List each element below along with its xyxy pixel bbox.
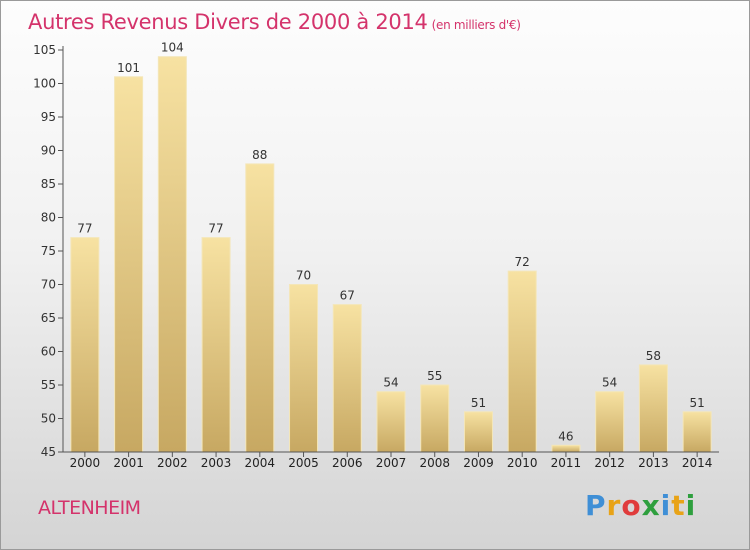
x-tick-label: 2006	[332, 456, 363, 470]
bar-2009	[463, 411, 493, 453]
data-label: 51	[689, 396, 704, 410]
x-tick-label: 2003	[201, 456, 232, 470]
logo-letter: t	[671, 489, 686, 522]
x-tick-label: 2002	[157, 456, 188, 470]
data-label: 51	[471, 396, 486, 410]
logo-letter: o	[621, 489, 642, 522]
title-unit: (en milliers d'€)	[431, 18, 521, 32]
y-tick-label: 85	[41, 177, 56, 191]
data-label: 101	[117, 61, 140, 75]
bar-2005	[289, 284, 319, 453]
x-tick-label: 2000	[70, 456, 101, 470]
y-tick-label: 45	[41, 445, 56, 459]
y-tick-label: 55	[41, 378, 56, 392]
x-tick-label: 2005	[288, 456, 319, 470]
y-axis: 45 50 55 60 65 70 75 80 85 90 95 100 105	[33, 43, 64, 459]
bar-2013	[638, 364, 668, 453]
x-axis: 2000 2001 2002 2003 2004 2005 2006 2007 2008 2009…	[63, 451, 719, 470]
data-label: 54	[602, 376, 617, 390]
y-tick-label: 100	[33, 77, 56, 91]
data-label: 46	[558, 429, 573, 443]
logo-letter: P	[585, 489, 607, 522]
x-tick-label: 2012	[594, 456, 625, 470]
y-tick-label: 60	[41, 345, 56, 359]
bar-2008	[420, 384, 450, 453]
data-label: 58	[646, 349, 661, 363]
location-label: ALTENHEIM	[38, 497, 141, 519]
x-tick-label: 2004	[245, 456, 276, 470]
x-tick-label: 2014	[682, 456, 713, 470]
chart-title: Autres Revenus Divers de 2000 à 2014 (en …	[28, 10, 521, 34]
x-tick-label: 2001	[113, 456, 144, 470]
logo-letter: x	[641, 489, 661, 522]
x-tick-label: 2010	[507, 456, 538, 470]
data-label: 88	[252, 148, 267, 162]
bar-2014	[682, 411, 712, 453]
bar-2001	[114, 76, 144, 453]
y-tick-label: 75	[41, 244, 56, 258]
data-label: 77	[77, 222, 92, 236]
bars: 77 101 104 77 88 70 67 54 55 51 72 46 54 58 51	[70, 41, 712, 453]
y-tick-label: 50	[41, 412, 56, 426]
logo-letter: i	[660, 489, 672, 522]
y-tick-label: 80	[41, 211, 56, 225]
data-label: 72	[515, 255, 530, 269]
data-label: 54	[383, 376, 398, 390]
x-tick-label: 2011	[551, 456, 582, 470]
x-tick-label: 2008	[419, 456, 450, 470]
bar-2006	[332, 304, 362, 453]
bar-2010	[507, 270, 537, 453]
y-tick-label: 90	[41, 144, 56, 158]
x-tick-label: 2009	[463, 456, 494, 470]
data-label: 77	[208, 222, 223, 236]
bar-2007	[376, 391, 406, 453]
proxiti-logo: Proxiti	[585, 489, 696, 522]
data-label: 55	[427, 369, 442, 383]
data-label: 70	[296, 269, 311, 283]
logo-letter: r	[606, 489, 622, 522]
x-tick-label: 2007	[376, 456, 407, 470]
y-tick-label: 95	[41, 110, 56, 124]
y-tick-label: 65	[41, 311, 56, 325]
data-label: 67	[340, 289, 355, 303]
bar-2002	[157, 56, 187, 453]
logo-letter: i	[685, 489, 697, 522]
title-text: Autres Revenus Divers de 2000 à 2014	[28, 10, 428, 34]
bar-2003	[201, 237, 231, 453]
x-tick-label: 2013	[638, 456, 669, 470]
data-label: 104	[161, 41, 184, 55]
y-tick-label: 105	[33, 43, 56, 57]
y-tick-label: 70	[41, 278, 56, 292]
bar-2004	[245, 163, 275, 453]
bar-2011	[551, 444, 581, 453]
bar-2012	[595, 391, 625, 453]
bar-2000	[70, 237, 100, 453]
